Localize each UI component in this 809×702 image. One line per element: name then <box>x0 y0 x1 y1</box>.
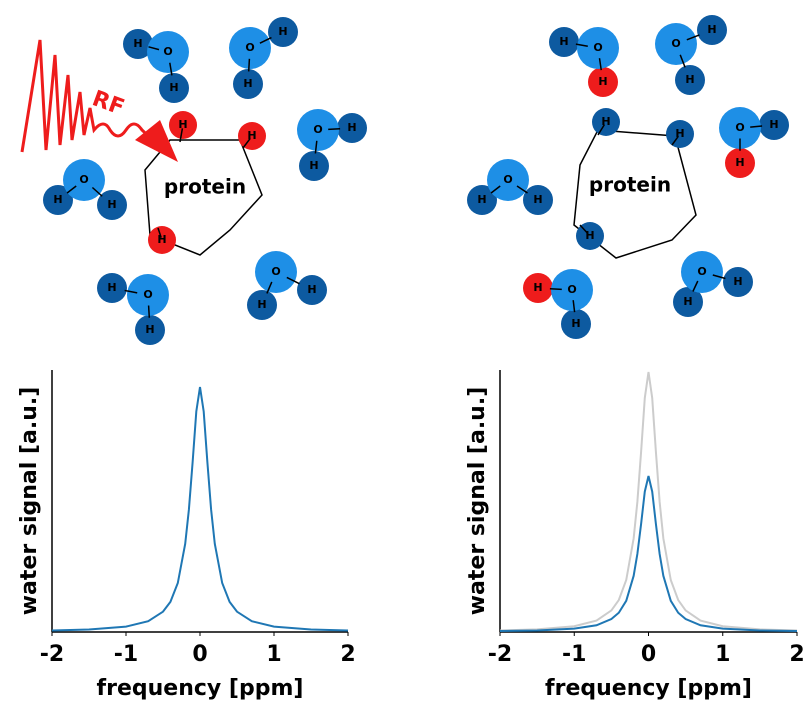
hydrogen-label: H <box>243 77 252 90</box>
hydrogen-label: H <box>53 193 62 206</box>
bond <box>550 289 562 290</box>
hydrogen-label: H <box>107 281 116 294</box>
x-axis-label: frequency [ppm] <box>545 676 752 701</box>
bond <box>750 126 762 127</box>
water-molecule: H H O <box>719 107 789 178</box>
x-tick-label: 0 <box>641 642 656 667</box>
protein-label: protein <box>164 175 246 199</box>
hydrogen-label: H <box>133 37 142 50</box>
rf-label: RF <box>89 86 128 120</box>
y-axis-label: water signal [a.u.] <box>17 387 42 616</box>
data-line <box>52 387 348 631</box>
hydrogen-label: H <box>707 23 716 36</box>
x-tick-label: -1 <box>114 642 138 667</box>
hydrogen-label: H <box>257 298 266 311</box>
x-tick-label: 2 <box>789 642 804 667</box>
hydrogen-label: H <box>585 229 594 242</box>
water-molecule: H H O <box>673 251 753 317</box>
oxygen-label: O <box>245 41 254 54</box>
oxygen-label: O <box>79 173 88 186</box>
chart: -2 -1 0 1 2 frequency [ppm] water signal [a.u.… <box>17 370 356 701</box>
hydrogen-label: H <box>157 233 166 246</box>
hydrogen-label: H <box>145 323 154 336</box>
water-molecule: H H O <box>297 109 367 181</box>
hydrogen-label: H <box>533 281 542 294</box>
hydrogen-label: H <box>347 121 356 134</box>
hydrogen-label: H <box>598 75 607 88</box>
water-molecule: H H O <box>247 251 327 320</box>
hydrogen-label: H <box>477 193 486 206</box>
x-tick-label: -1 <box>562 642 586 667</box>
y-axis-label: water signal [a.u.] <box>465 387 490 616</box>
oxygen-label: O <box>143 288 152 301</box>
hydrogen-label: H <box>571 317 580 330</box>
bond <box>328 129 340 130</box>
water-molecule: H H O <box>523 269 593 339</box>
x-tick-label: 1 <box>266 642 281 667</box>
hydrogen-label: H <box>683 295 692 308</box>
oxygen-label: O <box>503 173 512 186</box>
water-molecule: H H O <box>123 29 189 103</box>
x-tick-label: 1 <box>715 642 730 667</box>
oxygen-label: O <box>697 265 706 278</box>
data-line <box>500 476 797 631</box>
hydrogen-label: H <box>769 118 778 131</box>
bond <box>249 59 250 72</box>
x-tick-label: -2 <box>488 642 512 667</box>
protein-label: protein <box>589 173 671 197</box>
hydrogen-label: H <box>733 275 742 288</box>
hydrogen-label: H <box>533 193 542 206</box>
chart: -2 -1 0 1 2 frequency [ppm] water signal [a.u.… <box>465 370 805 701</box>
hydrogen-label: H <box>675 127 684 140</box>
water-molecule: H H O <box>467 159 553 215</box>
figure: protein protein RF H H O H H O H H O H H O H H O H H O H H O… <box>0 0 809 702</box>
oxygen-label: O <box>163 45 172 58</box>
water-molecule: H H O <box>97 273 169 345</box>
water-molecule: H H O <box>655 15 727 95</box>
hydrogen-label: H <box>178 118 187 131</box>
hydrogen-label: H <box>735 156 744 169</box>
water-molecule: H H O <box>43 159 127 220</box>
x-tick-label: -2 <box>40 642 64 667</box>
water-molecule: H H O <box>549 27 619 97</box>
diagrams: protein protein RF H H O H H O H H O H H O H H O H H O H H O… <box>22 15 789 345</box>
hydrogen-label: H <box>309 159 318 172</box>
oxygen-label: O <box>567 283 576 296</box>
hydrogen-label: H <box>685 73 694 86</box>
bond <box>149 306 150 318</box>
hydrogen-label: H <box>559 35 568 48</box>
water-molecule: H H O <box>229 17 298 99</box>
hydrogen-label: H <box>307 283 316 296</box>
oxygen-label: O <box>735 121 744 134</box>
hydrogen-label: H <box>107 198 116 211</box>
oxygen-label: O <box>271 265 280 278</box>
oxygen-label: O <box>593 41 602 54</box>
hydrogen-label: H <box>278 25 287 38</box>
hydrogen-label: H <box>601 115 610 128</box>
oxygen-label: O <box>671 37 680 50</box>
x-axis-label: frequency [ppm] <box>97 676 304 701</box>
data-line <box>500 372 797 630</box>
hydrogen-label: H <box>169 81 178 94</box>
hydrogen-label: H <box>247 129 256 142</box>
x-tick-label: 2 <box>340 642 355 667</box>
oxygen-label: O <box>313 123 322 136</box>
x-tick-label: 0 <box>192 642 207 667</box>
